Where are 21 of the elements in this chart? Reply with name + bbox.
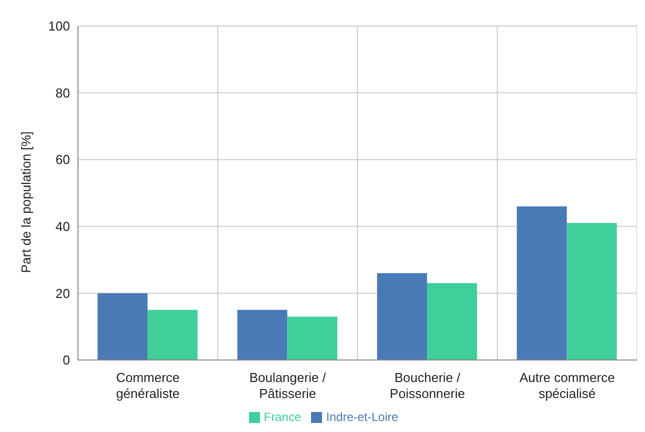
x-tick-label: Commerce généraliste [116,370,180,401]
x-tick-label: Boucherie / Poissonnerie [390,370,465,401]
bar [516,206,567,360]
legend-label: France [264,410,302,424]
y-tick-label: 20 [56,286,70,301]
legend-label: Indre-et-Loire [326,410,398,424]
y-tick-label: 0 [62,352,70,368]
bar [98,293,148,360]
y-axis-title: Part de la population [%] [18,131,34,273]
bar [287,316,338,360]
x-tick-label: Autre commerce spécialisé [519,370,615,401]
bar [237,310,288,360]
y-tick-label: 100 [48,18,70,34]
bar [427,283,478,360]
bar [148,310,198,360]
y-tick-label: 40 [56,219,70,234]
x-tick-label: Boulangerie / Pâtisserie [249,370,326,401]
y-tick-label: 60 [56,152,70,168]
bar [377,273,428,360]
y-tick-label: 80 [56,85,70,100]
bar [566,223,617,360]
